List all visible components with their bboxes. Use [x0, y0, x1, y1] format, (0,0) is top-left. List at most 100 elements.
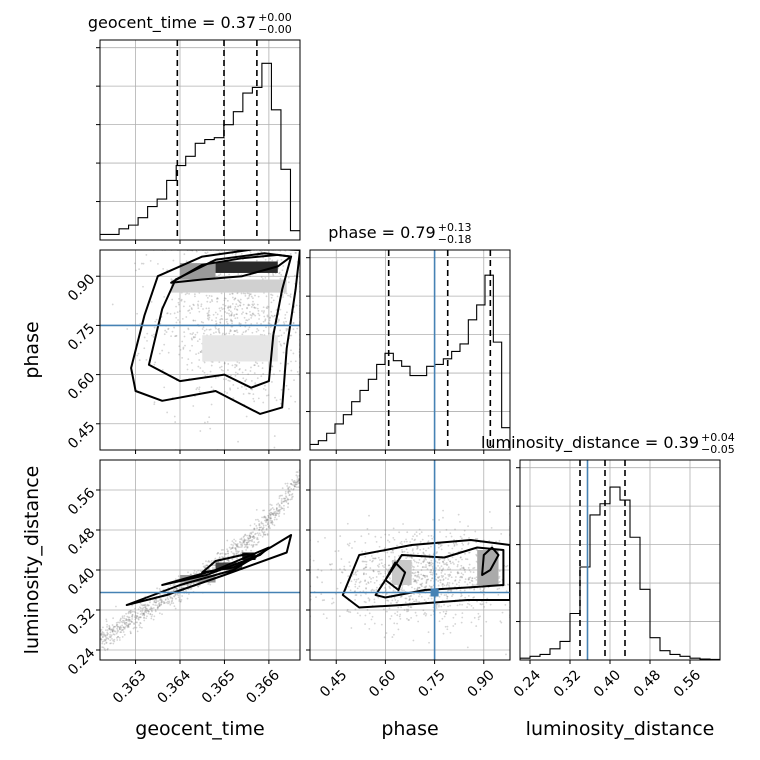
sample-point	[428, 561, 431, 564]
sample-point	[365, 566, 368, 568]
sample-point	[413, 579, 416, 581]
sample-point	[198, 310, 201, 313]
sample-point	[297, 478, 300, 481]
sample-point	[499, 620, 502, 623]
sample-point	[416, 565, 419, 567]
sample-point	[157, 606, 159, 609]
sample-point	[131, 621, 133, 624]
sample-point	[250, 323, 253, 325]
sample-point	[384, 529, 387, 532]
sample-point	[271, 512, 274, 515]
sample-point	[360, 535, 363, 538]
contour-level-2	[374, 546, 505, 599]
sample-point	[475, 583, 478, 586]
sample-point	[164, 599, 167, 601]
sample-point	[222, 549, 224, 551]
sample-point	[241, 549, 244, 552]
sample-point	[256, 541, 259, 544]
sample-point	[254, 518, 257, 521]
sample-point	[428, 585, 431, 587]
sample-point	[446, 628, 449, 631]
sample-point	[234, 297, 237, 300]
sample-point	[449, 589, 452, 592]
sample-point	[448, 584, 450, 587]
sample-point	[227, 379, 230, 382]
sample-point	[323, 599, 326, 601]
sample-point	[133, 623, 136, 626]
sample-point	[129, 609, 132, 612]
sample-point	[287, 488, 290, 490]
sample-point	[451, 593, 454, 596]
sample-point	[248, 392, 251, 395]
sample-point	[440, 593, 443, 596]
sample-point	[413, 539, 416, 542]
sample-point	[401, 551, 404, 553]
sample-point	[180, 298, 183, 301]
sample-point	[287, 490, 290, 493]
sample-point	[158, 588, 161, 590]
sample-point	[447, 578, 449, 581]
sample-point	[312, 559, 315, 562]
sample-point	[423, 560, 426, 563]
sample-point	[218, 557, 221, 559]
sample-point	[207, 315, 209, 317]
sample-point	[411, 565, 414, 568]
sample-point	[210, 386, 213, 389]
sample-point	[370, 577, 372, 580]
sample-point	[131, 610, 134, 613]
sample-point	[297, 480, 300, 482]
sample-point	[266, 519, 269, 522]
sample-point	[123, 626, 126, 629]
sample-point	[266, 315, 269, 318]
sample-point	[202, 321, 205, 324]
sample-point	[454, 623, 457, 625]
sample-point	[133, 622, 135, 625]
sample-point	[260, 521, 263, 524]
sample-point	[417, 579, 419, 582]
sample-point	[349, 589, 352, 592]
sample-point	[420, 595, 423, 598]
sample-point	[257, 295, 260, 298]
sample-point	[374, 557, 377, 560]
sample-point	[207, 314, 209, 317]
sample-point	[460, 537, 463, 540]
sample-point	[287, 492, 290, 494]
sample-point	[423, 598, 426, 601]
sample-point	[501, 585, 504, 588]
sample-point	[258, 314, 261, 317]
sample-point	[253, 400, 256, 403]
sample-point	[220, 306, 223, 309]
sample-point	[183, 331, 186, 334]
sample-point	[371, 615, 374, 618]
sample-point	[368, 612, 371, 615]
sample-point	[258, 318, 260, 320]
sample-point	[204, 251, 207, 254]
sample-point	[192, 336, 195, 338]
sample-point	[232, 552, 234, 555]
sample-point	[232, 544, 234, 547]
sample-point	[121, 629, 124, 631]
sample-point	[249, 251, 252, 254]
sample-point	[163, 386, 166, 389]
sample-point	[136, 615, 139, 618]
sample-point	[168, 600, 171, 603]
tick-label-y-luminosity_distance: 0.32	[65, 605, 98, 638]
sample-point	[165, 601, 168, 604]
sample-point	[396, 544, 398, 547]
sample-point	[229, 305, 232, 307]
sample-point	[104, 635, 107, 637]
sample-point	[362, 573, 365, 576]
sample-point	[451, 595, 453, 598]
sample-point	[287, 486, 290, 489]
sample-point	[447, 566, 450, 569]
sample-point	[240, 252, 243, 255]
sample-point	[224, 333, 227, 336]
sample-point	[384, 570, 387, 573]
sample-point	[293, 485, 296, 488]
sample-point	[436, 576, 439, 579]
sample-point	[411, 538, 414, 540]
sample-point	[446, 581, 449, 584]
sample-point	[163, 602, 166, 605]
sample-point	[198, 584, 201, 587]
sample-point	[229, 310, 232, 313]
